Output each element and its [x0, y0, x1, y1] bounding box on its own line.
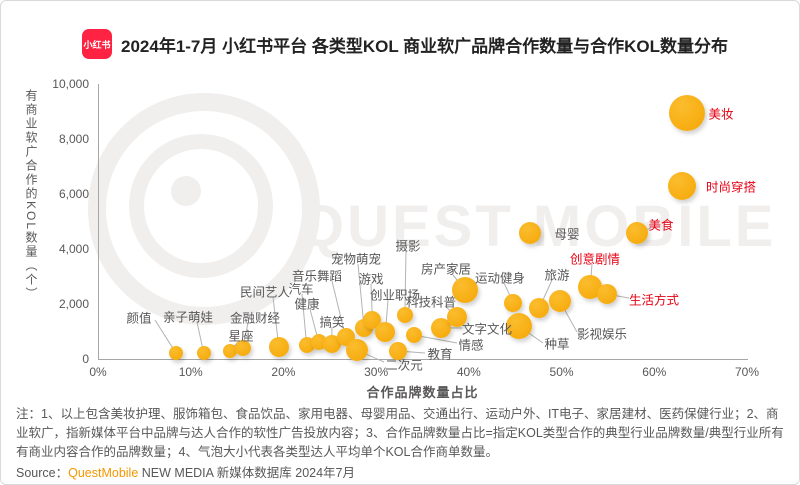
bubble-母婴: [519, 222, 542, 245]
category-label-影视娱乐: 影视娱乐: [576, 327, 628, 342]
bubble-生活方式: [597, 284, 617, 305]
source-line: Source：QuestMobile NEW MEDIA 新媒体数据库 2024…: [16, 462, 355, 481]
bubble-旅游: [529, 297, 550, 318]
bubble-摄影: [396, 307, 413, 323]
x-tick-70: 70%: [734, 365, 760, 379]
bubble-星座: [222, 344, 237, 359]
category-label-情感: 情感: [458, 338, 484, 353]
bubble-时尚穿搭: [668, 172, 697, 201]
y-tick-6000: 6,000: [58, 187, 89, 201]
y-axis-title: 有商业软广合作的KOL数量（个）: [24, 89, 38, 302]
category-label-美妆: 美妆: [708, 107, 734, 122]
category-label-游戏: 游戏: [358, 272, 384, 287]
x-tick-10: 10%: [178, 365, 203, 379]
bubble-民间艺人: [268, 336, 289, 357]
bubble-搞笑: [322, 335, 341, 353]
category-label-时尚穿搭: 时尚穿搭: [705, 180, 757, 195]
category-label-汽车: 汽车: [288, 282, 314, 297]
bubble-亲子萌娃: [196, 345, 211, 360]
bubble-美妆: [668, 94, 705, 131]
category-label-教育: 教育: [427, 347, 453, 362]
bubble-颜值: [168, 345, 183, 360]
bubble-汽车: [298, 336, 315, 353]
chart-title: 2024年1-7月 小红书平台 各类型KOL 商业软广品牌合作数量与合作KOL数…: [121, 37, 729, 56]
category-label-创意剧情: 创意剧情: [569, 252, 621, 267]
x-tick-50: 50%: [549, 365, 574, 379]
bubble-科技科普: [446, 306, 467, 327]
bubble-情感: [406, 327, 423, 344]
y-tick-0: 0: [82, 352, 89, 366]
category-label-宠物萌宠: 宠物萌宠: [330, 252, 382, 267]
category-label-亲子萌娃: 亲子萌娃: [162, 310, 214, 325]
category-label-生活方式: 生活方式: [628, 293, 680, 308]
category-label-母婴: 母婴: [554, 227, 580, 242]
bubble-美食: [625, 222, 648, 245]
x-axis-line: [98, 359, 748, 360]
source-prefix: Source：: [16, 466, 69, 480]
source-suffix: NEW MEDIA 新媒体数据库 2024年7月: [138, 466, 356, 480]
bubble-房产家居: [452, 276, 479, 303]
category-label-房产家居: 房产家居: [420, 262, 472, 277]
bubble-创业职场: [375, 322, 396, 343]
category-label-二次元: 二次元: [385, 358, 423, 373]
category-label-金融财经: 金融财经: [229, 311, 281, 326]
category-label-运动健身: 运动健身: [474, 271, 526, 286]
xiaohongshu-logo: 小红书: [82, 29, 112, 59]
x-tick-20: 20%: [271, 365, 296, 379]
x-tick-0: 0%: [89, 365, 107, 379]
x-axis-title: 合作品牌数量占比: [366, 385, 479, 400]
bubble-运动健身: [504, 293, 523, 312]
category-label-科技科普: 科技科普: [405, 295, 457, 310]
y-tick-8000: 8,000: [58, 132, 89, 146]
category-label-种草: 种草: [544, 337, 570, 352]
watermark-ring-middle: [129, 134, 273, 278]
category-label-星座: 星座: [228, 329, 254, 344]
footnote: 注：1、以上包含美妆护理、服饰箱包、食品饮品、家用电器、母婴用品、交通出行、运动…: [16, 407, 784, 459]
y-tick-10000: 10,000: [52, 77, 89, 91]
source-brand: QuestMobile: [68, 466, 139, 480]
category-label-文字文化: 文字文化: [461, 322, 513, 337]
bubble-教育: [389, 342, 408, 361]
category-label-民间艺人: 民间艺人: [239, 285, 291, 300]
category-label-创业职场: 创业职场: [369, 288, 421, 303]
x-tick-60: 60%: [642, 365, 667, 379]
y-tick-2000: 2,000: [58, 297, 89, 311]
y-axis-line: [98, 84, 99, 359]
x-tick-40: 40%: [456, 365, 481, 379]
category-label-旅游: 旅游: [544, 268, 570, 283]
category-label-颜值: 颜值: [126, 311, 152, 326]
category-label-美食: 美食: [648, 218, 674, 233]
y-tick-4000: 4,000: [58, 242, 89, 256]
bubble-二次元: [345, 338, 368, 361]
watermark-ring-center-dot: [171, 176, 201, 206]
bubble-金融财经: [234, 340, 251, 356]
category-label-音乐舞蹈: 音乐舞蹈: [291, 269, 343, 284]
category-label-搞笑: 搞笑: [319, 315, 345, 330]
category-label-摄影: 摄影: [395, 239, 421, 254]
bubble-影视娱乐: [548, 289, 571, 312]
bubble-文字文化: [431, 317, 452, 338]
category-label-健康: 健康: [294, 297, 320, 312]
x-tick-30: 30%: [364, 365, 389, 379]
bubble-种草: [505, 313, 532, 339]
